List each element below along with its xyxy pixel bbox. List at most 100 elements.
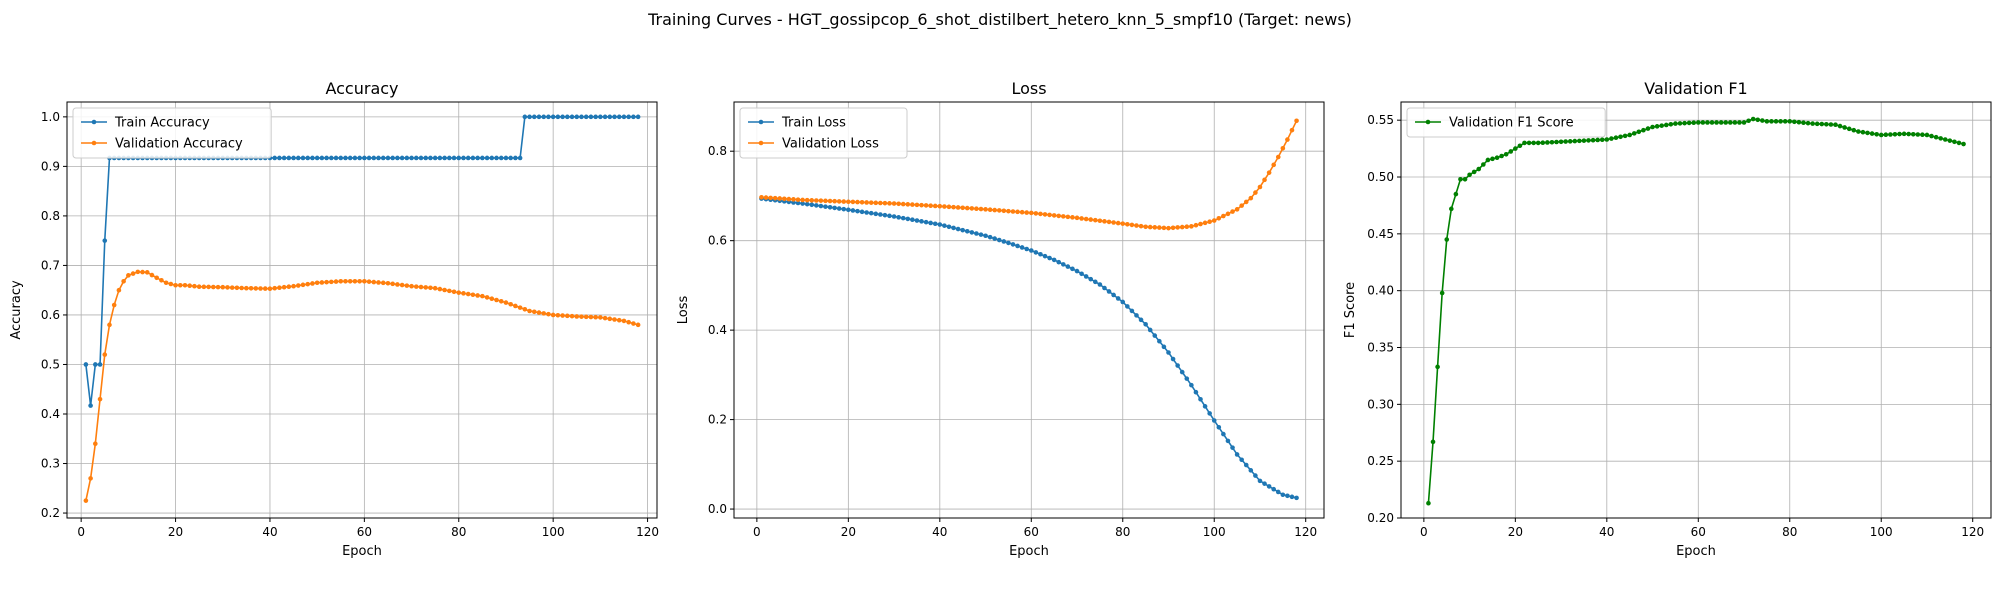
- train-loss-point: [1024, 246, 1030, 252]
- validation-f1-score-point: [1938, 136, 1943, 141]
- train-accuracy-point: [588, 114, 594, 120]
- validation-loss-point: [782, 196, 787, 202]
- validation-loss-point: [804, 197, 810, 203]
- validation-loss-point: [1161, 225, 1167, 231]
- validation-loss-point: [1157, 225, 1162, 230]
- train-accuracy-point: [612, 114, 617, 120]
- validation-accuracy-point: [111, 302, 117, 308]
- validation-accuracy-point: [395, 282, 400, 287]
- accuracy-x-tick-label: 40: [262, 525, 277, 539]
- validation-loss-point: [1024, 210, 1030, 215]
- validation-f1-x-tick-label: 0: [1420, 525, 1428, 539]
- train-accuracy-point: [305, 155, 311, 161]
- validation-accuracy-point: [154, 275, 159, 281]
- validation-f1-score-point: [1485, 157, 1491, 163]
- train-loss-point: [887, 213, 892, 219]
- train-accuracy-point: [522, 114, 528, 120]
- validation-loss-point: [1184, 224, 1190, 230]
- train-loss-point: [1120, 299, 1126, 305]
- train-accuracy-point: [602, 114, 608, 120]
- validation-loss-point: [814, 198, 819, 203]
- train-loss-point: [919, 219, 924, 224]
- accuracy-x-axis-label: Epoch: [342, 544, 382, 559]
- train-loss-point: [1166, 350, 1171, 355]
- validation-loss-point: [1088, 217, 1094, 222]
- train-accuracy-legend-label: Train Accuracy: [114, 116, 210, 131]
- validation-accuracy-point: [593, 314, 598, 320]
- train-loss-point: [1033, 250, 1039, 255]
- validation-accuracy-point: [442, 287, 447, 293]
- validation-f1-score-point: [1540, 140, 1546, 145]
- validation-accuracy-point: [380, 280, 386, 286]
- train-loss-legend-label: Train Loss: [781, 116, 846, 131]
- validation-loss-point: [951, 204, 956, 210]
- validation-loss-point: [846, 199, 851, 205]
- validation-f1-axes-frame: [1400, 101, 1992, 519]
- train-accuracy-point: [513, 155, 518, 161]
- train-accuracy-point: [83, 362, 89, 367]
- train-accuracy-point: [343, 155, 348, 161]
- train-loss-point: [809, 202, 815, 208]
- validation-f1-score-point: [1796, 119, 1802, 125]
- validation-accuracy-point: [140, 269, 145, 275]
- validation-loss-point: [878, 200, 883, 206]
- validation-f1-score-point: [1572, 138, 1578, 144]
- validation-f1-score-point: [1471, 169, 1477, 175]
- validation-f1-score-point: [1901, 131, 1907, 137]
- train-accuracy-point: [333, 155, 339, 161]
- validation-accuracy-point: [116, 287, 122, 293]
- loss-y-tick-label: 0.6: [708, 234, 727, 248]
- validation-loss-point: [1262, 177, 1267, 183]
- validation-accuracy-point: [560, 313, 565, 318]
- validation-loss-point: [1120, 221, 1126, 226]
- validation-accuracy-point: [286, 284, 292, 290]
- validation-accuracy-point: [480, 293, 485, 299]
- train-loss-point: [996, 237, 1002, 243]
- validation-f1-score-point: [1526, 140, 1532, 146]
- validation-loss-point: [759, 194, 764, 200]
- validation-f1-score-point: [1654, 124, 1660, 129]
- train-accuracy-point: [470, 155, 476, 161]
- train-loss-point: [850, 208, 856, 213]
- validation-f1-score-point: [1695, 120, 1701, 125]
- validation-loss-point: [1266, 170, 1272, 175]
- train-loss-point: [964, 228, 970, 234]
- validation-f1-score-point: [1860, 129, 1866, 135]
- validation-accuracy-point: [262, 286, 268, 291]
- train-accuracy-point: [461, 155, 466, 161]
- train-accuracy-point: [347, 155, 353, 161]
- train-accuracy-point: [541, 114, 547, 120]
- validation-accuracy-point: [546, 311, 551, 317]
- validation-accuracy-point: [201, 284, 207, 290]
- validation-accuracy-point: [574, 314, 580, 319]
- validation-f1-score-point: [1782, 119, 1788, 124]
- train-accuracy-point: [97, 362, 103, 367]
- accuracy-x-tick-label: 20: [168, 525, 183, 539]
- accuracy-x-tick-label: 100: [542, 525, 565, 539]
- validation-f1-x-tick-label: 60: [1691, 525, 1706, 539]
- loss-legend: [739, 107, 908, 159]
- validation-accuracy-point: [366, 279, 372, 284]
- validation-f1-score-point: [1494, 155, 1500, 160]
- validation-loss-point: [1038, 211, 1043, 217]
- train-accuracy-point: [291, 155, 296, 161]
- validation-accuracy-point: [550, 312, 556, 318]
- train-loss-point: [836, 206, 842, 211]
- train-accuracy-point: [475, 155, 480, 161]
- validation-loss-point: [832, 198, 837, 204]
- validation-f1-score-point: [1805, 120, 1811, 126]
- train-loss-point: [955, 226, 961, 232]
- validation-f1-score-point: [1686, 120, 1692, 126]
- train-accuracy-point: [517, 155, 523, 161]
- validation-accuracy-point: [102, 352, 108, 357]
- validation-f1-score-point: [1558, 139, 1564, 145]
- validation-f1-score-point: [1737, 120, 1742, 125]
- validation-f1-score-point: [1545, 140, 1550, 145]
- train-accuracy-point: [574, 114, 580, 120]
- validation-accuracy-point: [272, 285, 277, 291]
- train-accuracy-point: [352, 155, 358, 161]
- train-loss-point: [937, 222, 943, 227]
- validation-loss-point: [1079, 216, 1084, 221]
- validation-f1-score-point: [1508, 149, 1514, 154]
